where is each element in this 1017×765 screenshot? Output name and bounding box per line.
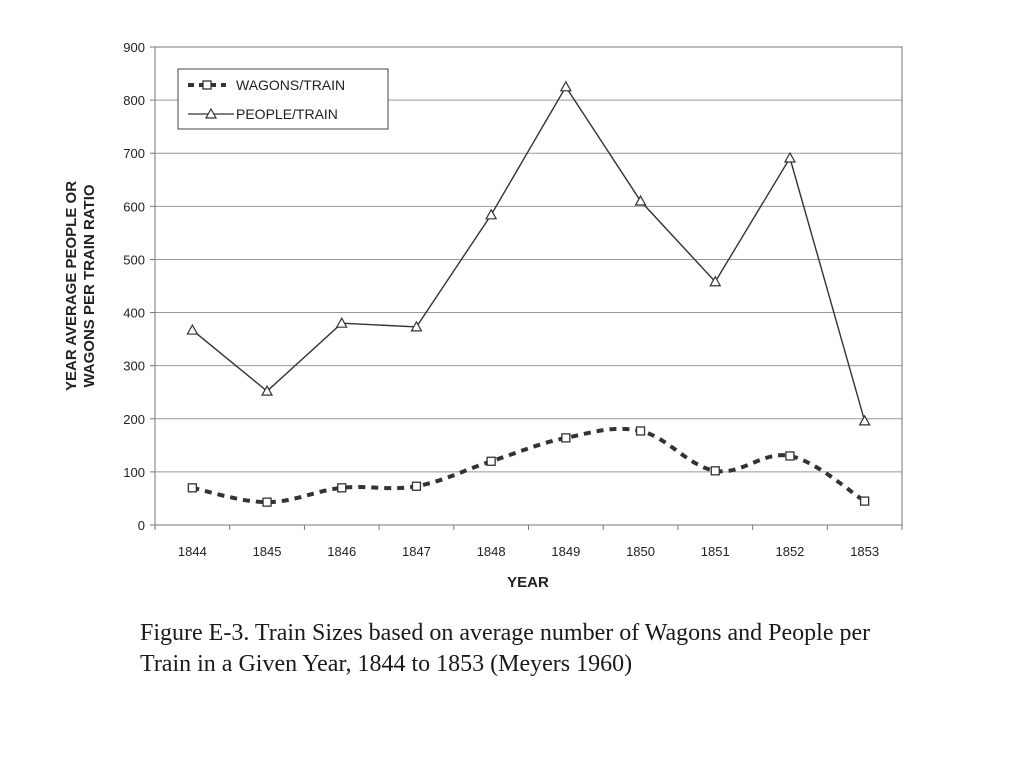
y-tick-label: 700	[123, 146, 145, 161]
legend-wagons-label: WAGONS/TRAIN	[236, 77, 345, 93]
wagons-data-point	[710, 466, 720, 476]
people-data-point	[559, 80, 572, 92]
people-train-line	[191, 85, 866, 422]
x-tick-label: 1853	[850, 544, 879, 559]
figure-caption: Figure E-3. Train Sizes based on average…	[140, 620, 871, 677]
y-tick-label: 200	[123, 412, 145, 427]
x-tick-label: 1845	[253, 544, 282, 559]
people-data-point	[634, 194, 647, 206]
gridlines	[155, 99, 902, 473]
x-axis-label: YEAR	[507, 574, 549, 591]
x-tick-label: 1851	[701, 544, 730, 559]
wagons-data-point	[860, 496, 870, 506]
y-axis-ticks: 0 100 200 300 400 500 600 700 800 900	[123, 40, 155, 533]
x-axis-ticks: 1844 1845 1846 1847 1848 1849 1850 1851 1852 1853	[154, 525, 903, 559]
legend-people-marker	[204, 107, 218, 119]
x-tick-label: 1849	[551, 544, 580, 559]
legend-box	[177, 68, 389, 130]
y-axis-label-line1: YEAR AVERAGE PEOPLE OR	[63, 181, 80, 391]
people-data-point	[783, 151, 796, 163]
wagons-data-point	[187, 483, 198, 493]
wagons-data-point	[262, 497, 272, 507]
people-data-point	[261, 384, 274, 396]
wagons-data-point	[785, 451, 795, 461]
y-tick-label: 100	[123, 465, 145, 480]
people-data-point	[858, 414, 871, 426]
y-tick-label: 300	[123, 359, 145, 374]
x-tick-label: 1850	[626, 544, 655, 559]
x-tick-label: 1847	[402, 544, 431, 559]
y-tick-label: 600	[123, 199, 145, 214]
wagons-data-point	[337, 483, 347, 493]
wagons-data-point	[561, 433, 571, 443]
x-tick-label: 1844	[178, 544, 207, 559]
legend: WAGONS/TRAIN PEOPLE/TRAIN	[177, 68, 389, 130]
y-tick-label: 400	[123, 306, 145, 321]
legend-people-label: PEOPLE/TRAIN	[236, 106, 338, 122]
wagons-data-point	[635, 426, 646, 436]
wagons-data-point	[486, 456, 496, 466]
y-axis-label-line2: WAGONS PER TRAIN RATIO	[81, 184, 98, 387]
wagons-data-point	[411, 481, 422, 491]
people-data-point	[335, 316, 348, 328]
y-tick-label: 0	[138, 518, 145, 533]
y-tick-label: 800	[123, 93, 145, 108]
people-data-point	[186, 323, 199, 335]
x-tick-label: 1852	[775, 544, 804, 559]
people-data-point	[709, 275, 722, 287]
legend-wagons-marker	[202, 80, 212, 90]
y-tick-label: 900	[123, 40, 145, 55]
x-tick-label: 1848	[477, 544, 506, 559]
x-tick-label: 1846	[327, 544, 356, 559]
people-data-point	[485, 208, 498, 220]
y-tick-label: 500	[123, 252, 145, 267]
people-data-point	[410, 320, 423, 332]
wagons-train-line	[191, 426, 866, 505]
series-group	[186, 80, 871, 507]
